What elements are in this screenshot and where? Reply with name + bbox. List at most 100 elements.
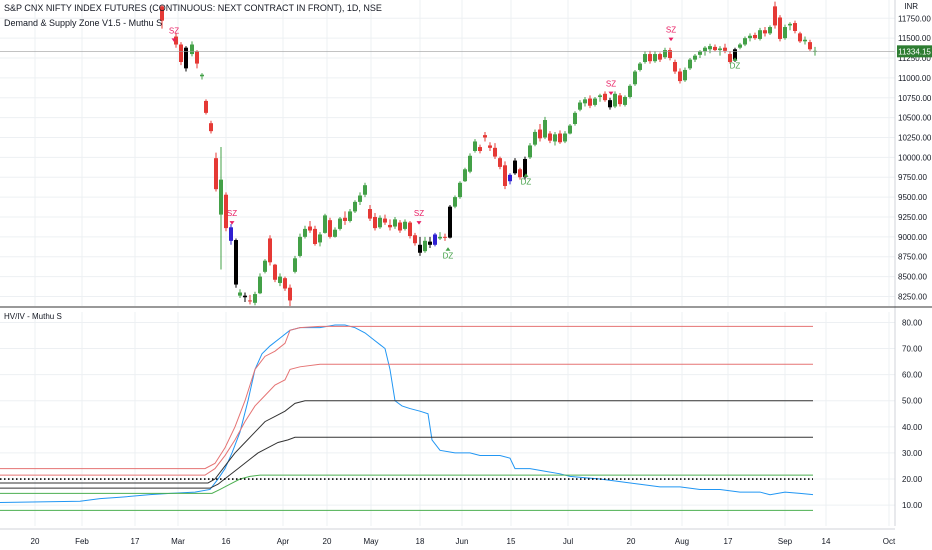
candle <box>468 153 472 174</box>
supply-zone-arrow <box>416 221 422 225</box>
candle-body <box>283 278 287 289</box>
candle-body <box>523 158 527 178</box>
x-tick-label: Aug <box>675 537 689 546</box>
candle <box>298 233 302 258</box>
hv-iv-series-line <box>0 400 813 484</box>
candle-body <box>224 194 228 229</box>
hv-y-tick-label: 10.00 <box>902 501 923 510</box>
candle <box>508 173 512 185</box>
price-y-tick-label: 11000.00 <box>898 74 931 83</box>
candle-body <box>328 220 332 237</box>
candle <box>184 46 188 72</box>
candle-body <box>393 219 397 227</box>
hv-y-tick-label: 20.00 <box>902 475 923 484</box>
candle-body <box>248 300 252 302</box>
candle-body <box>238 292 242 296</box>
candle <box>743 36 747 47</box>
candle-body <box>278 276 282 283</box>
candle-body <box>368 209 372 219</box>
candle-body <box>463 169 467 182</box>
candle <box>548 131 552 144</box>
candle <box>563 131 567 144</box>
candle-body <box>713 46 717 51</box>
price-y-tick-label: 10500.00 <box>898 114 932 123</box>
candle <box>418 236 422 256</box>
candle <box>358 192 362 206</box>
candle-body <box>513 160 517 174</box>
candle-body <box>743 38 747 45</box>
candle <box>603 91 607 102</box>
candle-body <box>363 185 367 195</box>
price-y-tick-label: 10250.00 <box>898 134 932 143</box>
hv-iv-series-line <box>0 474 813 494</box>
candle-body <box>658 54 662 60</box>
price-y-tick-label: 11250.00 <box>898 54 931 63</box>
candle-body <box>388 224 392 228</box>
candle-body <box>323 215 327 233</box>
candle-body <box>378 217 382 228</box>
candle-body <box>488 145 492 148</box>
candle-body <box>209 123 213 132</box>
candle-body <box>318 234 322 243</box>
candle-body <box>234 240 238 285</box>
candle <box>229 224 233 245</box>
candle <box>553 131 557 146</box>
candle-body <box>478 147 482 152</box>
candle <box>413 232 417 246</box>
price-y-tick-label: 11500.00 <box>898 34 931 43</box>
x-tick-label: Jul <box>563 537 573 546</box>
candle <box>668 47 672 61</box>
hv-iv-pane-title: HV/IV - Muthu S <box>4 312 62 321</box>
candle <box>808 39 812 51</box>
candle <box>623 95 627 107</box>
candle <box>613 91 617 109</box>
candle-body <box>468 155 472 172</box>
candle-body <box>483 135 487 138</box>
candle-body <box>408 222 412 237</box>
candle-body <box>528 145 532 158</box>
price-y-tick-label: 9500.00 <box>898 193 927 202</box>
demand-zone-arrow <box>445 247 451 251</box>
candle <box>583 96 587 107</box>
price-candles <box>160 1 817 306</box>
grid-lines <box>0 0 895 526</box>
candle-body <box>718 48 722 51</box>
candle <box>618 92 622 107</box>
candle-body <box>783 27 787 39</box>
candle-body <box>533 131 537 145</box>
candle-body <box>518 169 522 178</box>
candle <box>318 232 322 247</box>
price-y-tick-label: 8500.00 <box>898 273 927 282</box>
candle-body <box>229 227 233 241</box>
candle-body <box>398 222 402 231</box>
candle <box>398 220 402 233</box>
candle-body <box>593 98 597 105</box>
candle-body <box>503 165 507 186</box>
candle <box>608 97 612 110</box>
candle-body <box>423 240 427 252</box>
candle-body <box>214 158 218 190</box>
candle-body <box>573 112 577 124</box>
candle-body <box>413 235 417 244</box>
candle <box>204 99 208 115</box>
candle-body <box>433 234 437 245</box>
candle-body <box>733 49 737 60</box>
candle-body <box>343 217 347 221</box>
candle <box>423 236 427 253</box>
candle <box>248 294 252 305</box>
candle-body <box>293 258 297 272</box>
hv-iv-lines <box>0 324 814 511</box>
candle <box>793 20 797 34</box>
candle-body <box>723 47 727 51</box>
demand-zone-arrow <box>732 57 738 61</box>
candle-body <box>553 134 557 142</box>
candle <box>258 273 262 295</box>
candle-body <box>558 133 562 143</box>
candle-body <box>204 100 208 113</box>
candle <box>773 1 777 29</box>
candle-body <box>568 125 572 134</box>
candle-body <box>338 218 342 229</box>
candle-body <box>383 218 387 223</box>
candle-body <box>623 96 627 105</box>
